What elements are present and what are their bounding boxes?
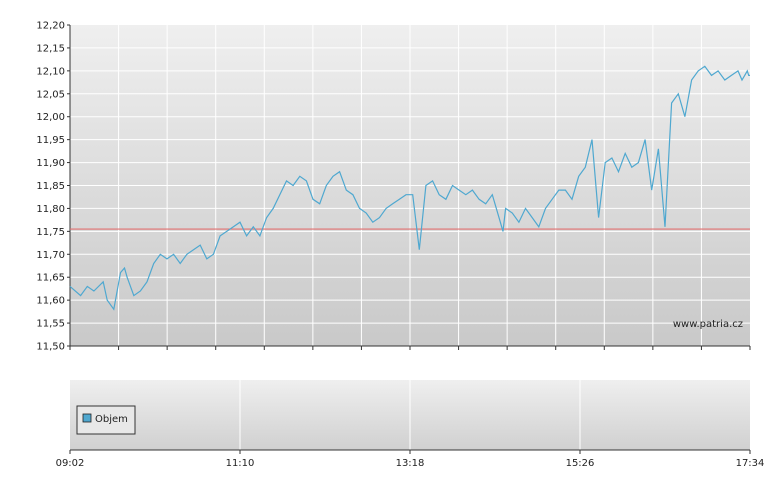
- price-y-tick-label: 12,20: [36, 21, 65, 32]
- price-y-tick-label: 12,05: [36, 89, 65, 100]
- price-y-tick-label: 11,80: [36, 204, 65, 215]
- price-y-tick-label: 11,50: [36, 342, 65, 353]
- volume-legend: Objem: [76, 405, 136, 435]
- price-y-tick-label: 11,60: [36, 296, 65, 307]
- volume-x-tick-label: 13:18: [396, 458, 425, 469]
- price-y-tick-label: 11,65: [36, 273, 65, 284]
- price-y-tick-label: 11,55: [36, 319, 65, 330]
- price-y-tick-label: 11,90: [36, 158, 65, 169]
- volume-x-tick-label: 17:34: [736, 458, 765, 469]
- price-y-tick-label: 11,75: [36, 227, 65, 238]
- price-y-tick-label: 11,70: [36, 250, 65, 261]
- price-y-tick-label: 11,95: [36, 135, 65, 146]
- volume-x-tick-label: 15:26: [566, 458, 595, 469]
- price-y-tick-label: 11,85: [36, 181, 65, 192]
- price-y-tick-label: 12,15: [36, 43, 65, 54]
- volume-x-tick-label: 11:10: [226, 458, 255, 469]
- price-series-line: [69, 65, 750, 311]
- volume-grid: [239, 380, 581, 450]
- price-y-tick-label: 12,00: [36, 112, 65, 123]
- price-y-tick-label: 12,10: [36, 66, 65, 77]
- volume-x-ticks: 09:02 11:10 13:18 15:26 17:34: [56, 450, 765, 469]
- volume-x-tick-label: 09:02: [56, 458, 85, 469]
- price-grid: [70, 25, 750, 346]
- watermark: www.patria.cz: [673, 319, 743, 330]
- volume-legend-swatch: [82, 413, 92, 423]
- price-x-ticks: [69, 346, 751, 350]
- price-y-ticks: 12,20 12,15 12,10 12,05 12,00 11,95 11,90 11,85…: [36, 21, 70, 353]
- volume-legend-label: Objem: [95, 414, 128, 425]
